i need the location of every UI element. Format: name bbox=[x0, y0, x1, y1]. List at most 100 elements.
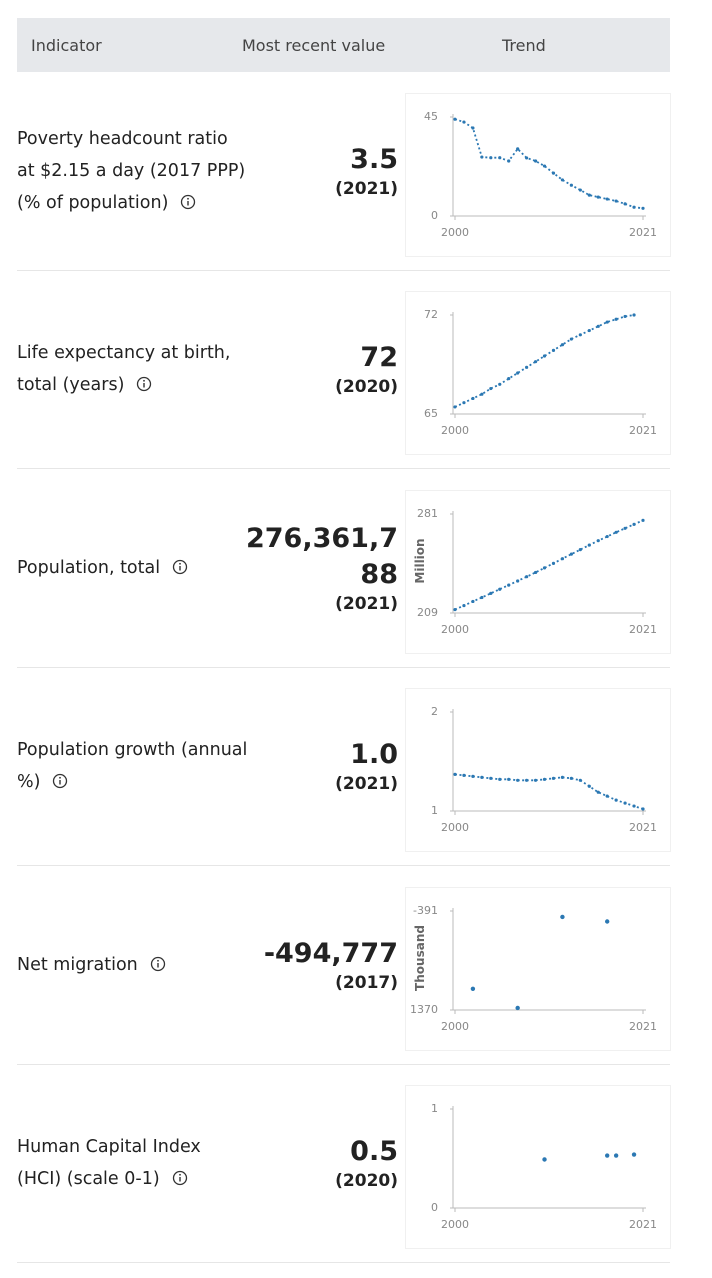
indicator-name: Life expectancy at birth, total (years) bbox=[17, 343, 231, 396]
info-circle bbox=[53, 774, 68, 789]
data-point bbox=[462, 401, 466, 405]
table-row: Net migration -494,777 (2017) 1370 -391 2000 2… bbox=[17, 866, 670, 1065]
data-point bbox=[489, 591, 493, 595]
value-cell: 276,361,788 (2021) bbox=[228, 469, 398, 667]
recent-value: 0.5 bbox=[350, 1136, 398, 1167]
x-tick-label: 2000 bbox=[441, 424, 469, 437]
data-point bbox=[632, 804, 636, 808]
data-point bbox=[631, 1152, 637, 1157]
x-tick-label: 2000 bbox=[441, 1218, 469, 1231]
recent-year: (2021) bbox=[335, 179, 398, 199]
info-circle bbox=[137, 377, 152, 392]
data-point bbox=[507, 583, 511, 587]
data-point bbox=[623, 315, 627, 319]
data-point bbox=[480, 392, 484, 397]
data-point bbox=[453, 772, 457, 777]
data-point bbox=[605, 197, 609, 201]
recent-value: 72 bbox=[360, 342, 398, 374]
data-point bbox=[560, 343, 565, 347]
data-point bbox=[462, 603, 466, 607]
data-point bbox=[569, 183, 573, 187]
x-tick-label: 2000 bbox=[441, 226, 469, 239]
data-point bbox=[587, 543, 591, 547]
y-tick-label: 72 bbox=[424, 308, 438, 321]
data-point bbox=[489, 776, 493, 781]
value-cell: 1.0 (2021) bbox=[228, 667, 398, 865]
data-point bbox=[560, 914, 565, 919]
data-point bbox=[516, 371, 520, 375]
value-cell: 72 (2020) bbox=[228, 270, 398, 468]
unit-label: Thousand bbox=[413, 925, 427, 991]
data-point bbox=[578, 547, 582, 552]
data-point bbox=[551, 561, 556, 565]
trend-chart: 0 45 2000 2021 bbox=[406, 94, 670, 256]
data-point bbox=[533, 570, 538, 574]
indicator-cell: Population, total bbox=[17, 469, 249, 667]
recent-year: (2021) bbox=[335, 593, 398, 614]
data-point bbox=[515, 1005, 520, 1010]
info-icon bbox=[181, 194, 196, 210]
data-point bbox=[569, 552, 573, 556]
sparkline: 65 72 2000 2021 bbox=[424, 308, 657, 437]
data-point bbox=[605, 534, 609, 538]
data-point bbox=[470, 986, 476, 991]
y-tick-label: 45 bbox=[424, 110, 438, 123]
data-point bbox=[542, 566, 547, 570]
x-tick-label: 2021 bbox=[629, 1020, 657, 1033]
indicator-name: Population growth (annual %) bbox=[17, 740, 248, 793]
data-point bbox=[614, 199, 618, 203]
y-tick-label: 1370 bbox=[410, 1003, 438, 1016]
data-point bbox=[507, 377, 511, 381]
info-icon bbox=[150, 956, 165, 971]
data-point bbox=[551, 171, 556, 175]
recent-year: (2020) bbox=[335, 377, 398, 398]
data-point bbox=[613, 1153, 619, 1158]
data-point bbox=[453, 117, 457, 121]
data-point bbox=[614, 530, 618, 534]
y-tick-label: 0 bbox=[431, 209, 438, 222]
header-value: Most recent value bbox=[242, 36, 386, 55]
indicator-cell: Population growth (annual %) bbox=[17, 667, 249, 865]
data-point bbox=[632, 205, 636, 209]
recent-value: 3.5 bbox=[350, 144, 398, 175]
y-tick-label: 281 bbox=[417, 507, 438, 520]
sparkline: 1370 -391 2000 2021 Thousand bbox=[410, 904, 657, 1033]
data-point bbox=[489, 156, 493, 160]
value-cell: -494,777 (2017) bbox=[228, 866, 398, 1064]
y-tick-label: 1 bbox=[431, 1102, 438, 1115]
data-point bbox=[596, 195, 600, 199]
data-point bbox=[632, 522, 636, 526]
info-icon bbox=[172, 559, 188, 574]
x-tick-label: 2000 bbox=[441, 623, 469, 636]
data-point bbox=[525, 366, 529, 370]
y-tick-label: -391 bbox=[413, 904, 438, 917]
data-point bbox=[596, 325, 600, 329]
data-point bbox=[551, 349, 556, 353]
data-point bbox=[605, 320, 609, 325]
data-point bbox=[525, 574, 529, 579]
data-point bbox=[507, 159, 511, 163]
info-circle bbox=[172, 1170, 187, 1186]
indicator-cell: Life expectancy at birth, total (years) bbox=[17, 270, 249, 468]
trend-chart: 209 281 2000 2021 Million bbox=[406, 490, 670, 653]
info-dot bbox=[59, 777, 62, 779]
x-tick-label: 2000 bbox=[441, 821, 469, 834]
data-point bbox=[605, 794, 609, 798]
indicator-cell: Net migration bbox=[17, 866, 249, 1064]
data-point bbox=[623, 801, 627, 805]
data-point bbox=[542, 1157, 547, 1162]
table-row: Human Capital Index (HCI) (scale 0-1) 0.5… bbox=[17, 1064, 670, 1263]
indicator-name: Human Capital Index (HCI) (scale 0-1) bbox=[17, 1137, 201, 1189]
data-point bbox=[578, 333, 582, 337]
data-point bbox=[480, 595, 484, 599]
indicator-cell: Poverty headcount ratio at $2.15 a day (… bbox=[17, 72, 249, 270]
data-point bbox=[480, 775, 484, 780]
y-tick-label: 1 bbox=[431, 804, 438, 817]
sparkline: 1 2 2000 2021 bbox=[431, 705, 657, 834]
data-point bbox=[498, 383, 502, 387]
unit-label: Million bbox=[413, 538, 427, 583]
table-row: Poverty headcount ratio at $2.15 a day (… bbox=[17, 72, 670, 271]
data-point bbox=[533, 159, 538, 163]
data-point bbox=[632, 313, 636, 317]
